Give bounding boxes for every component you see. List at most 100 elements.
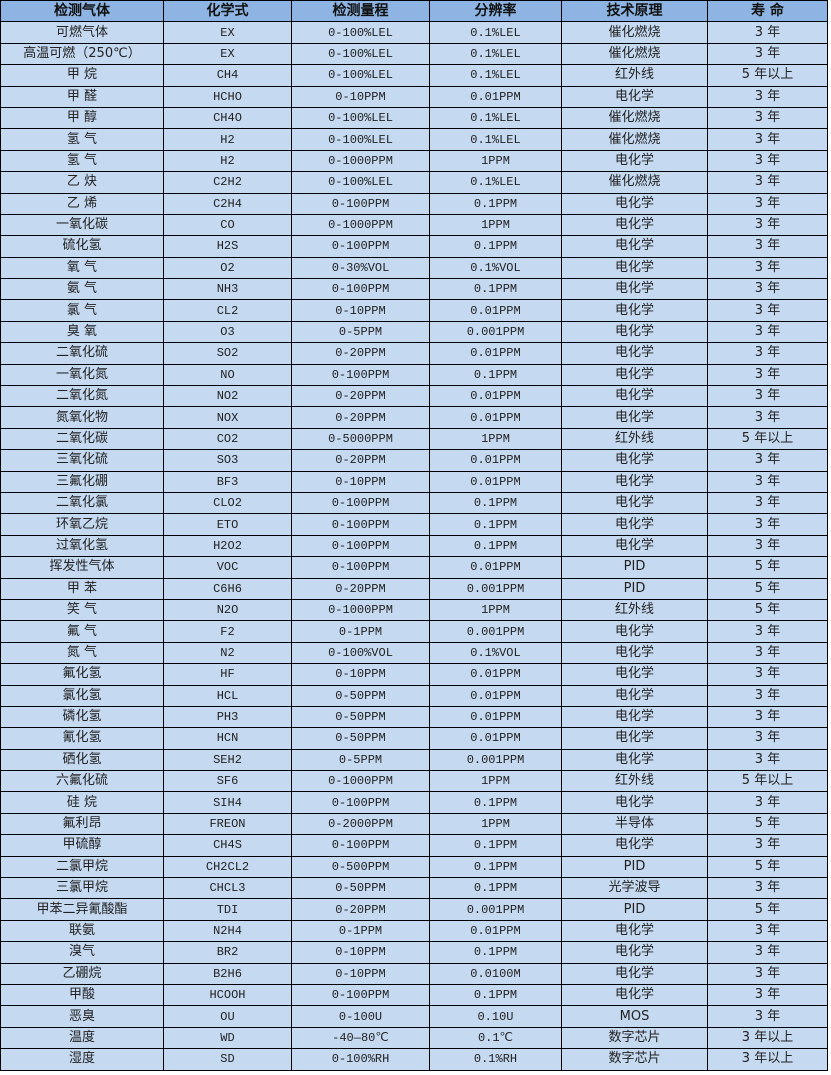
table-row: 硅 烷 SIH4 0-100PPM 0.1PPM 电化学 3 年 [0,791,828,814]
principle-cell: 催化燃烧 [561,42,708,66]
principle-cell: 红外线 [561,598,708,622]
table-row: 二氧化氯 CLO2 0-100PPM 0.1PPM 电化学 3 年 [0,491,828,515]
lifetime-cell: 5 年 [707,556,828,579]
gas-name-cell: 溴气 [0,941,164,964]
range-cell: 0-10PPM [291,85,430,108]
principle-cell: 电化学 [561,406,708,429]
range-cell: 0-100%LEL [291,106,430,130]
resolution-cell: 0.01PPM [429,299,562,322]
lifetime-cell: 3 年 [707,962,828,985]
table-row: 氯化氢 HCL 0-50PPM 0.01PPM 电化学 3 年 [0,684,828,707]
principle-cell: 电化学 [561,449,708,472]
principle-cell: 电化学 [561,342,708,365]
resolution-cell: 0.1PPM [429,983,562,1007]
lifetime-cell: 3 年 [707,534,828,558]
formula-cell: C2H2 [163,171,292,194]
formula-cell: EX [163,21,292,44]
gas-name-cell: 硅 烷 [0,791,164,814]
range-cell: 0-100PPM [291,363,430,387]
gas-name-cell: 二氧化氮 [0,385,164,408]
range-cell: 0-100%LEL [291,128,430,151]
principle-cell: 红外线 [561,770,708,793]
formula-cell: VOC [163,556,292,579]
range-cell: 0-10PPM [291,470,430,493]
range-cell: 0-100PPM [291,235,430,258]
principle-cell: 电化学 [561,363,708,387]
lifetime-cell: 3 年 [707,128,828,151]
gas-name-cell: 三氧化硫 [0,449,164,472]
range-cell: 0-100U [291,1005,430,1028]
principle-cell: 电化学 [561,299,708,322]
gas-name-cell: 硫化氢 [0,235,164,258]
table-row: 环氧乙烷 ETO 0-100PPM 0.1PPM 电化学 3 年 [0,513,828,536]
range-cell: 0-10PPM [291,663,430,686]
principle-cell: 电化学 [561,919,708,943]
table-row: 三氧化硫 SO3 0-20PPM 0.01PPM 电化学 3 年 [0,449,828,472]
principle-cell: 催化燃烧 [561,171,708,194]
resolution-cell: 1PPM [429,598,562,622]
resolution-cell: 0.1PPM [429,941,562,964]
table-row: 乙 炔 C2H2 0-100%LEL 0.1%LEL 催化燃烧 3 年 [0,171,828,194]
resolution-cell: 0.1%LEL [429,106,562,130]
table-row: 氮氧化物 NOX 0-20PPM 0.01PPM 电化学 3 年 [0,406,828,429]
gas-name-cell: 磷化氢 [0,705,164,729]
formula-cell: TDI [163,898,292,921]
table-row: 硫化氢 H2S 0-100PPM 0.1PPM 电化学 3 年 [0,235,828,258]
principle-cell: 电化学 [561,941,708,964]
gas-name-cell: 二氧化氯 [0,491,164,515]
formula-cell: SF6 [163,770,292,793]
formula-cell: SO2 [163,342,292,365]
resolution-cell: 0.01PPM [429,684,562,707]
header-principle: 技术原理 [561,0,708,23]
range-cell: 0-30%VOL [291,256,430,280]
gas-name-cell: 乙 烯 [0,192,164,215]
gas-name-cell: 甲硫醇 [0,834,164,857]
gas-name-cell: 二氧化碳 [0,427,164,451]
range-cell: 0-50PPM [291,684,430,707]
gas-name-cell: 氟利昂 [0,812,164,836]
principle-cell: 电化学 [561,705,708,729]
range-cell: 0-20PPM [291,577,430,600]
principle-cell: 催化燃烧 [561,106,708,130]
lifetime-cell: 3 年 [707,213,828,237]
formula-cell: H2S [163,235,292,258]
gas-name-cell: 氟 气 [0,620,164,643]
principle-cell: PID [561,898,708,921]
range-cell: 0-1PPM [291,919,430,943]
principle-cell: 电化学 [561,213,708,237]
lifetime-cell: 3 年 [707,149,828,173]
lifetime-cell: 5 年以上 [707,427,828,451]
formula-cell: ETO [163,513,292,536]
range-cell: 0-5PPM [291,748,430,772]
principle-cell: MOS [561,1005,708,1028]
formula-cell: B2H6 [163,962,292,985]
gas-name-cell: 氯化氢 [0,684,164,707]
gas-name-cell: 氢 气 [0,128,164,151]
lifetime-cell: 3 年 [707,256,828,280]
formula-cell: O2 [163,256,292,280]
range-cell: 0-100PPM [291,534,430,558]
formula-cell: HF [163,663,292,686]
gas-name-cell: 联氨 [0,919,164,943]
gas-name-cell: 挥发性气体 [0,556,164,579]
resolution-cell: 0.1%LEL [429,128,562,151]
resolution-cell: 0.1%LEL [429,171,562,194]
principle-cell: 电化学 [561,663,708,686]
resolution-cell: 0.01PPM [429,342,562,365]
lifetime-cell: 3 年 [707,983,828,1007]
resolution-cell: 0.1PPM [429,491,562,515]
formula-cell: PH3 [163,705,292,729]
table-row: 恶臭 OU 0-100U 0.10U MOS 3 年 [0,1005,828,1028]
lifetime-cell: 5 年 [707,812,828,836]
principle-cell: 光学波导 [561,877,708,900]
principle-cell: 红外线 [561,427,708,451]
lifetime-cell: 3 年 [707,791,828,814]
gas-name-cell: 过氧化氢 [0,534,164,558]
gas-name-cell: 乙 炔 [0,171,164,194]
resolution-cell: 0.1%VOL [429,256,562,280]
table-row: 二氯甲烷 CH2CL2 0-500PPM 0.1PPM PID 5 年 [0,855,828,879]
table-row: 二氧化硫 SO2 0-20PPM 0.01PPM 电化学 3 年 [0,342,828,365]
lifetime-cell: 3 年 [707,470,828,493]
lifetime-cell: 3 年 [707,834,828,857]
range-cell: 0-100PPM [291,834,430,857]
